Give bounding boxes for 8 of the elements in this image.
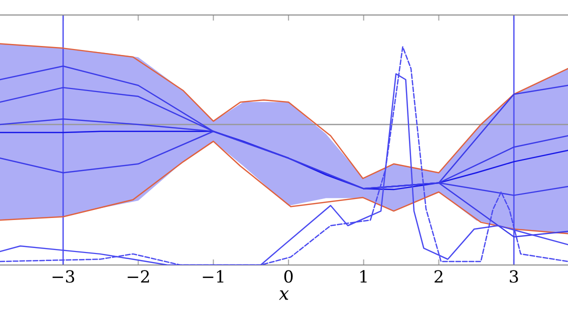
x-tick-label: 0 [284,270,293,283]
x-tick-label: 1 [360,270,367,283]
x-tick-label: −2 [128,270,149,283]
x-tick-label: 2 [434,270,442,283]
x-axis-title: x [278,290,289,300]
x-tick-label: −1 [202,270,224,283]
x-tick-label: 3 [510,270,518,283]
x-tick-label: −3 [52,270,74,283]
